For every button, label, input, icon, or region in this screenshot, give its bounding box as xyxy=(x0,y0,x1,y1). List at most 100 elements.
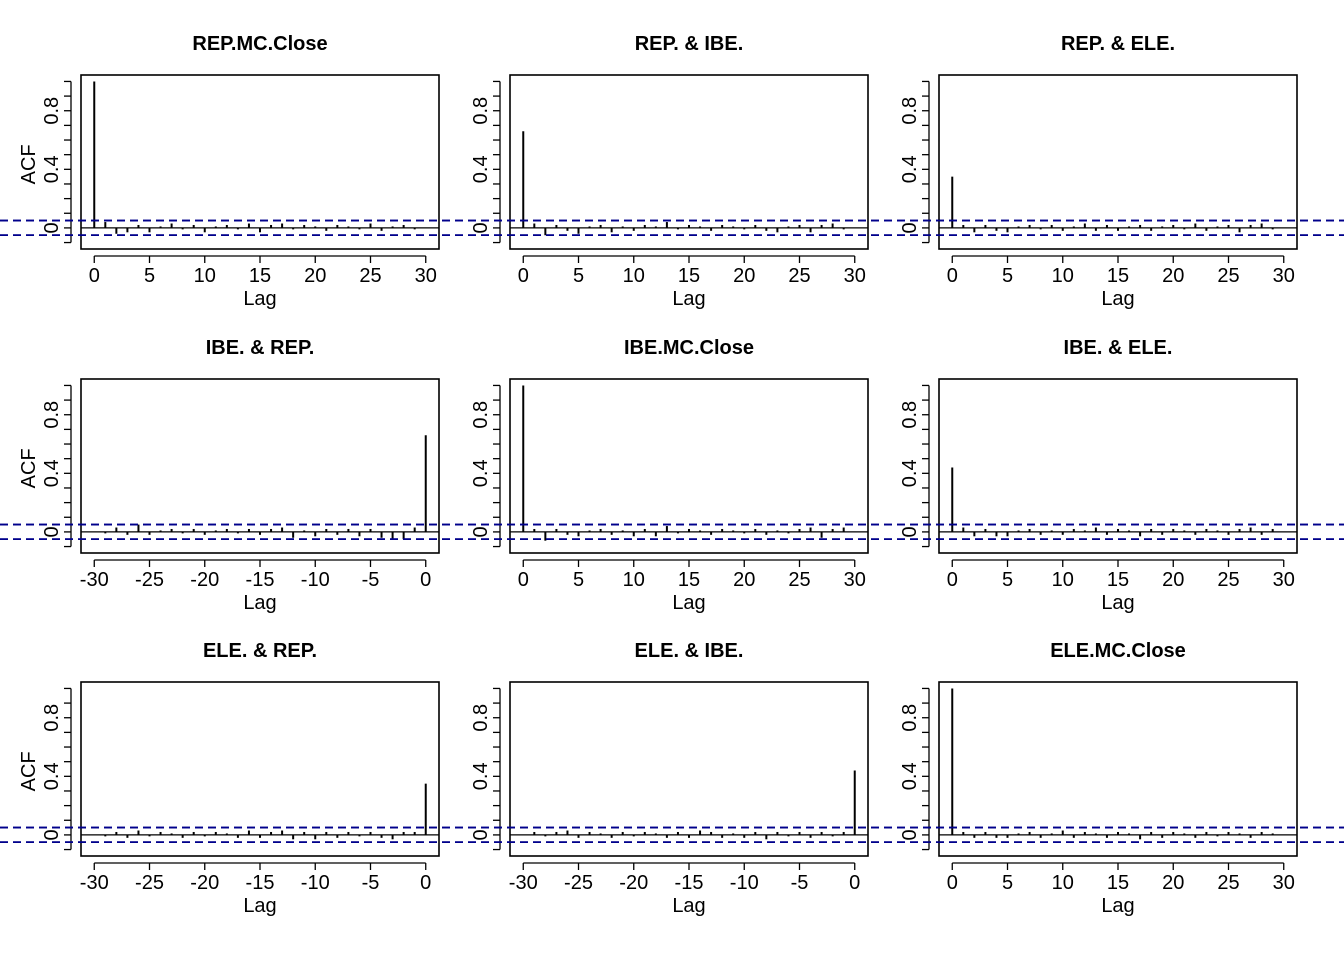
x-tick-label: 0 xyxy=(518,569,529,591)
plot-frame xyxy=(80,74,440,250)
y-tick-label: 0 xyxy=(41,222,63,233)
x-axis-label: Lag xyxy=(243,288,276,310)
x-tick-label: 5 xyxy=(1002,872,1013,894)
x-axis-label: Lag xyxy=(1101,288,1134,310)
x-axis-label: Lag xyxy=(672,288,705,310)
x-tick-label: -15 xyxy=(246,569,275,591)
x-tick-label: 5 xyxy=(1002,265,1013,287)
x-tick-label: -5 xyxy=(362,569,380,591)
x-tick-label: -5 xyxy=(362,872,380,894)
panel-title: ELE. & IBE. xyxy=(635,640,744,662)
panel-title: IBE.MC.Close xyxy=(624,337,754,359)
acf-panel-9: ELE.MC.Close 0 5 10 15 20 25 30 Lag 0 0.4 0.8 xyxy=(0,640,1344,917)
x-tick-label: 5 xyxy=(1002,569,1013,591)
x-tick-label: -15 xyxy=(675,872,704,894)
x-tick-label: -30 xyxy=(80,872,109,894)
x-tick-label: -20 xyxy=(190,569,219,591)
x-tick-label: 30 xyxy=(1273,265,1295,287)
panel-title: IBE. & REP. xyxy=(206,337,315,359)
x-tick-label: 0 xyxy=(89,265,100,287)
x-tick-label: 15 xyxy=(1107,265,1129,287)
y-tick-label: 0.4 xyxy=(899,155,921,183)
x-tick-label: -30 xyxy=(509,872,538,894)
x-axis-label: Lag xyxy=(1101,895,1134,917)
x-tick-label: 15 xyxy=(1107,872,1129,894)
x-tick-label: 0 xyxy=(849,872,860,894)
y-tick-label: 0 xyxy=(899,222,921,233)
y-tick-label: 0.4 xyxy=(41,762,63,790)
x-tick-label: -10 xyxy=(301,569,330,591)
y-tick-label: 0.8 xyxy=(470,97,492,125)
x-tick-label: 30 xyxy=(844,265,866,287)
x-tick-label: 20 xyxy=(733,569,755,591)
panel-title: REP. & ELE. xyxy=(1061,33,1175,55)
y-tick-label: 0 xyxy=(899,526,921,537)
x-tick-label: -30 xyxy=(80,569,109,591)
x-tick-label: -20 xyxy=(190,872,219,894)
x-tick-label: 25 xyxy=(359,265,381,287)
x-tick-label: -5 xyxy=(791,872,809,894)
plot-frame xyxy=(509,74,869,250)
x-tick-label: -25 xyxy=(135,872,164,894)
x-tick-label: 30 xyxy=(415,265,437,287)
y-tick-label: 0.4 xyxy=(470,155,492,183)
plot-frame xyxy=(938,74,1298,250)
x-tick-label: 10 xyxy=(194,265,216,287)
x-tick-label: -10 xyxy=(730,872,759,894)
x-tick-label: 15 xyxy=(249,265,271,287)
x-tick-label: 25 xyxy=(1217,569,1239,591)
x-tick-label: 15 xyxy=(678,265,700,287)
y-tick-label: 0.4 xyxy=(470,459,492,487)
x-axis-label: Lag xyxy=(243,895,276,917)
x-tick-label: 15 xyxy=(678,569,700,591)
x-axis-label: Lag xyxy=(672,895,705,917)
y-tick-label: 0.4 xyxy=(41,459,63,487)
acf-panel-3: REP. & ELE. 0 5 10 15 20 25 30 Lag 0 0.4 0.8 xyxy=(0,33,1344,310)
x-tick-label: 20 xyxy=(1162,872,1184,894)
y-tick-label: 0 xyxy=(899,829,921,840)
x-tick-label: 15 xyxy=(1107,569,1129,591)
panel-title: IBE. & ELE. xyxy=(1064,337,1173,359)
y-tick-label: 0.8 xyxy=(899,401,921,429)
x-axis-label: Lag xyxy=(672,592,705,614)
plot-frame xyxy=(938,681,1298,857)
acf-panel-6: IBE. & ELE. 0 5 10 15 20 25 30 Lag 0 0.4 0.8 xyxy=(0,337,1344,614)
x-axis-label: Lag xyxy=(1101,592,1134,614)
y-tick-label: 0.4 xyxy=(470,762,492,790)
y-tick-label: 0 xyxy=(470,222,492,233)
x-tick-label: 30 xyxy=(844,569,866,591)
x-tick-label: 0 xyxy=(947,265,958,287)
y-tick-label: 0 xyxy=(41,829,63,840)
x-tick-label: 25 xyxy=(1217,265,1239,287)
x-tick-label: -20 xyxy=(619,872,648,894)
y-tick-label: 0.8 xyxy=(470,704,492,732)
x-tick-label: 5 xyxy=(573,569,584,591)
y-tick-label: 0.8 xyxy=(899,704,921,732)
x-tick-label: 10 xyxy=(623,265,645,287)
x-tick-label: 5 xyxy=(573,265,584,287)
x-tick-label: 0 xyxy=(947,872,958,894)
y-axis-label: ACF xyxy=(18,144,40,184)
x-tick-label: 25 xyxy=(788,265,810,287)
x-tick-label: 0 xyxy=(420,872,431,894)
panel-title: REP.MC.Close xyxy=(192,33,327,55)
x-tick-label: 0 xyxy=(518,265,529,287)
x-tick-label: 20 xyxy=(304,265,326,287)
x-tick-label: 20 xyxy=(733,265,755,287)
panel-title: REP. & IBE. xyxy=(635,33,744,55)
y-tick-label: 0.8 xyxy=(899,97,921,125)
y-tick-label: 0.8 xyxy=(470,401,492,429)
x-tick-label: -10 xyxy=(301,872,330,894)
x-tick-label: 10 xyxy=(1052,569,1074,591)
y-axis-label: ACF xyxy=(18,751,40,791)
y-tick-label: 0.4 xyxy=(41,155,63,183)
y-tick-label: 0.4 xyxy=(899,459,921,487)
plot-frame xyxy=(509,681,869,857)
x-axis-label: Lag xyxy=(243,592,276,614)
x-tick-label: 5 xyxy=(144,265,155,287)
y-tick-label: 0 xyxy=(41,526,63,537)
x-tick-label: 30 xyxy=(1273,872,1295,894)
panel-title: ELE. & REP. xyxy=(203,640,317,662)
x-tick-label: 25 xyxy=(788,569,810,591)
